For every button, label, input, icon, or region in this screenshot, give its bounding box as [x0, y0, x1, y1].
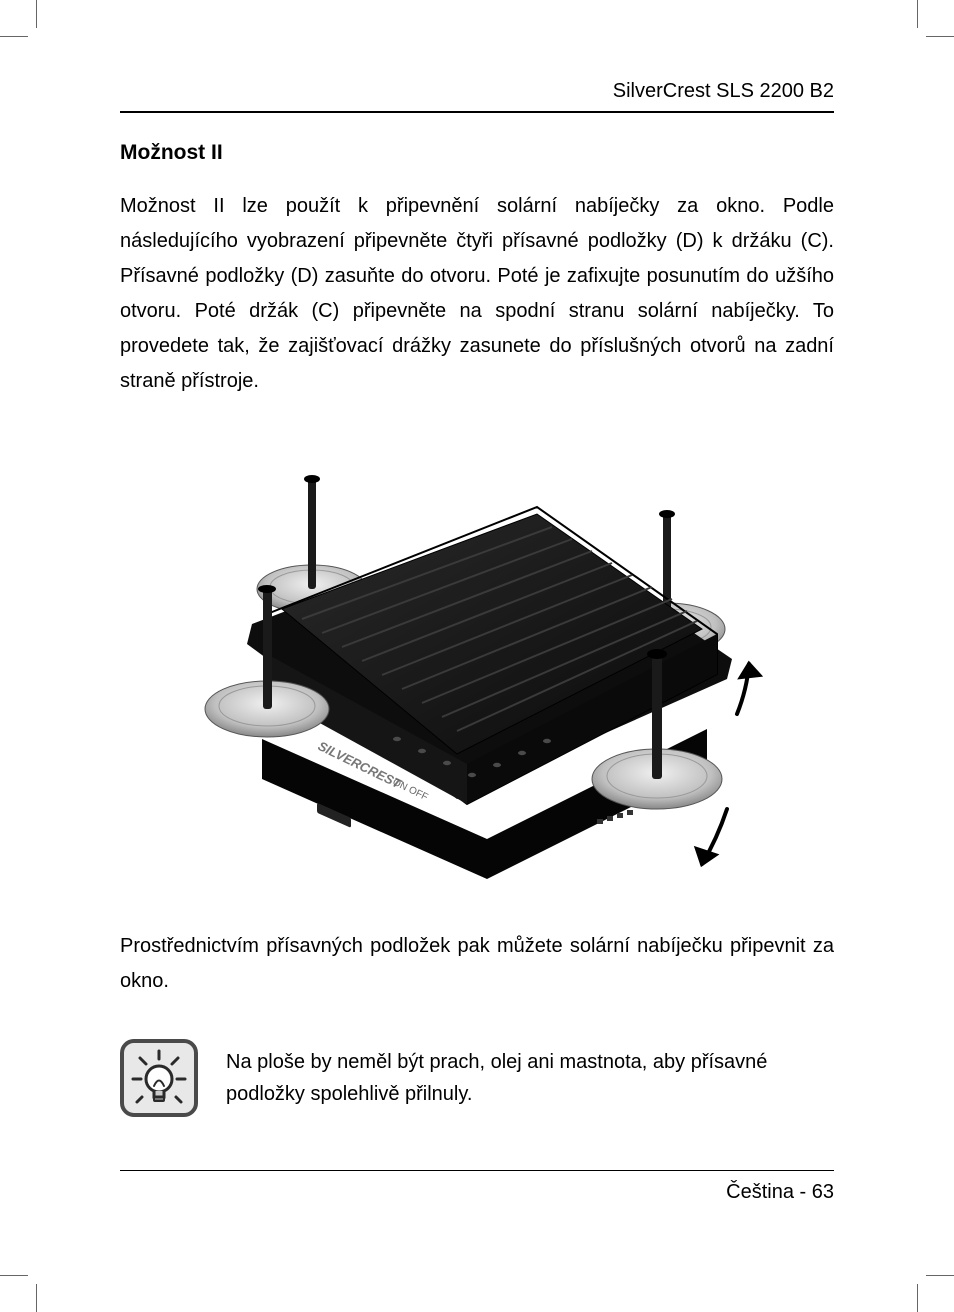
paragraph-2: Prostřednictvím přísavných podložek pak …	[120, 929, 834, 999]
crop-mark	[36, 1284, 37, 1312]
footer-language: Čeština	[726, 1181, 794, 1203]
crop-mark	[926, 1275, 954, 1276]
page-footer: Čeština - 63	[120, 1170, 834, 1204]
header-product-name: SilverCrest SLS 2200 B2	[120, 80, 834, 113]
crop-mark	[926, 36, 954, 37]
footer-page-number: 63	[812, 1181, 834, 1203]
crop-mark	[917, 0, 918, 28]
crop-mark	[0, 1275, 28, 1276]
crop-mark	[36, 0, 37, 28]
device-body: SILVERCREST ON OFF	[262, 507, 717, 879]
tip-block: Na ploše by neměl být prach, olej ani ma…	[120, 1039, 834, 1117]
crop-mark	[917, 1284, 918, 1312]
paragraph-1: Možnost II lze použít k připevnění solár…	[120, 189, 834, 399]
arrow-down	[697, 809, 727, 864]
device-illustration: SILVERCREST ON OFF	[167, 419, 787, 909]
arrow-up	[737, 664, 759, 714]
section-title: Možnost II	[120, 141, 834, 165]
lightbulb-icon	[120, 1039, 198, 1117]
tip-text: Na ploše by neměl být prach, olej ani ma…	[226, 1046, 834, 1110]
page-content: SilverCrest SLS 2200 B2 Možnost II Možno…	[120, 80, 834, 1117]
crop-mark	[0, 36, 28, 37]
footer-sep: -	[794, 1181, 812, 1203]
